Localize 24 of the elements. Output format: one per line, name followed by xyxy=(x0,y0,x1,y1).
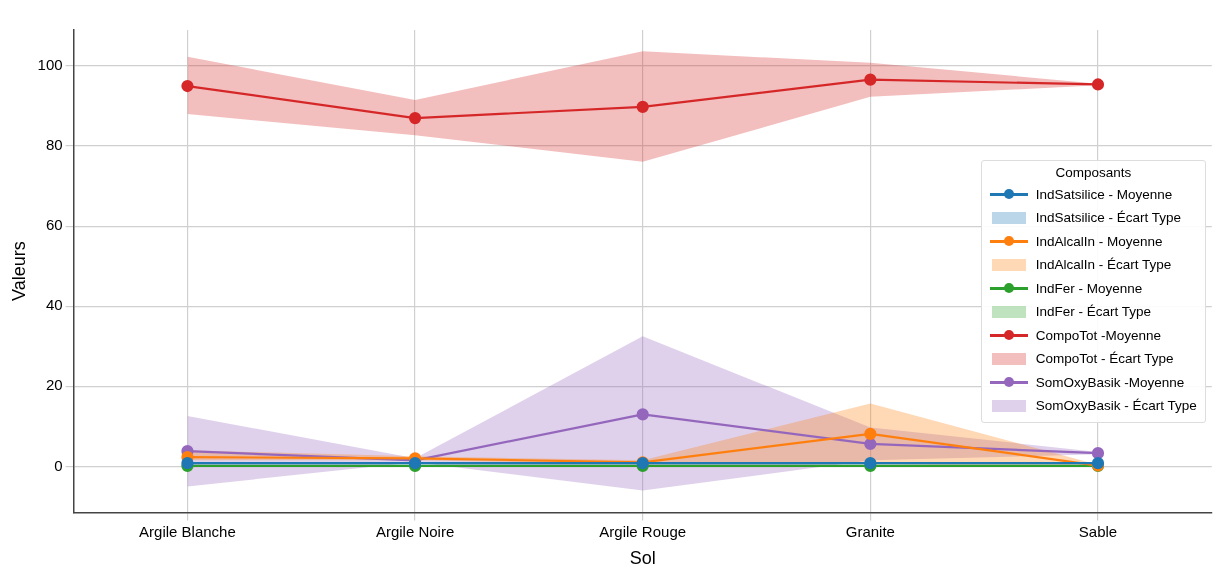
y-tick-label: 100 xyxy=(37,56,63,74)
y-tick-label: 60 xyxy=(45,216,63,234)
x-tick-label: Argile Blanche xyxy=(139,522,236,540)
legend-label: SomOxyBasik -Moyenne xyxy=(1035,374,1185,390)
legend-label: IndFer - Écart Type xyxy=(1035,304,1152,320)
y-axis-title: Valeurs xyxy=(8,241,29,302)
legend-label: IndSatsilice - Moyenne xyxy=(1035,186,1173,202)
legend-label: IndSatsilice - Écart Type xyxy=(1035,210,1182,226)
legend-label: CompoTot -Moyenne xyxy=(1035,327,1162,343)
legend-label: IndAlcalIn - Écart Type xyxy=(1035,257,1172,273)
y-tick-label: 80 xyxy=(45,136,63,154)
x-tick-label: Argile Rouge xyxy=(599,522,687,540)
legend-label: IndAlcalIn - Moyenne xyxy=(1035,233,1163,249)
legend-label: CompoTot - Écart Type xyxy=(1035,351,1174,367)
y-tick-label: 20 xyxy=(45,376,63,394)
x-tick-label: Granite xyxy=(845,522,895,540)
y-tick-label: 0 xyxy=(54,456,63,474)
x-axis-title: Sol xyxy=(629,548,656,569)
x-tick-label: Sable xyxy=(1078,522,1118,540)
legend-label: SomOxyBasik - Écart Type xyxy=(1035,398,1197,414)
y-tick-label: 40 xyxy=(45,296,63,314)
legend-label: IndFer - Moyenne xyxy=(1035,280,1143,296)
legend-title: Composants xyxy=(1054,164,1133,180)
x-tick-label: Argile Noire xyxy=(375,522,455,540)
